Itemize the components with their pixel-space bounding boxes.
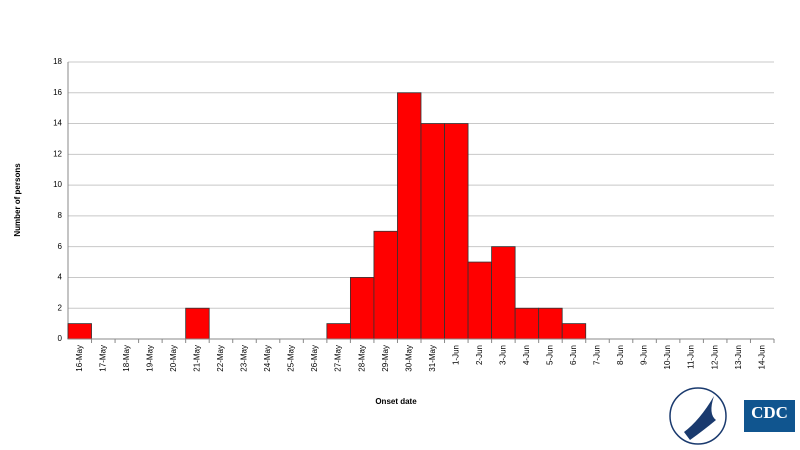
- y-tick-label: 2: [58, 303, 63, 312]
- x-tick-label: 26-May: [310, 345, 319, 372]
- x-tick-label: 22-May: [216, 345, 225, 372]
- x-tick-label: 30-May: [404, 345, 413, 372]
- x-tick-label: 21-May: [193, 345, 202, 372]
- y-tick-label: 10: [53, 180, 62, 189]
- x-tick-label: 2-Jun: [475, 345, 484, 365]
- x-tick-label: 1-Jun: [451, 345, 460, 365]
- bar: [514, 307, 540, 340]
- bar: [349, 277, 375, 340]
- x-tick-label: 20-May: [169, 345, 178, 372]
- y-tick-label: 16: [53, 88, 62, 97]
- x-tick-label: 4-Jun: [522, 345, 531, 365]
- bar: [397, 92, 422, 340]
- y-tick-label: 0: [58, 334, 63, 343]
- x-tick-label: 23-May: [240, 345, 249, 372]
- x-tick-label: 5-Jun: [546, 345, 555, 365]
- bar: [373, 230, 398, 340]
- bar: [420, 123, 445, 340]
- x-tick-label: 9-Jun: [640, 345, 649, 365]
- y-axis-label: Number of persons: [13, 163, 22, 237]
- y-tick-label: 6: [58, 242, 63, 251]
- y-tick-label: 4: [58, 273, 63, 282]
- bar: [67, 323, 92, 340]
- x-tick-label: 17-May: [98, 345, 107, 372]
- x-tick-label: 19-May: [145, 345, 154, 372]
- bar: [491, 246, 516, 340]
- x-tick-label: 27-May: [334, 345, 343, 372]
- cdc-logo: CDC: [744, 400, 795, 432]
- y-tick-label: 12: [53, 149, 62, 158]
- x-tick-label: 29-May: [381, 345, 390, 372]
- x-tick-label: 16-May: [75, 345, 84, 372]
- x-tick-label: 28-May: [357, 345, 366, 372]
- x-tick-label: 10-Jun: [663, 345, 672, 369]
- x-tick-label: 14-Jun: [757, 345, 766, 369]
- x-axis-label: Onset date: [375, 397, 417, 406]
- x-tick-label: 3-Jun: [498, 345, 507, 365]
- bar: [561, 323, 587, 340]
- y-tick-label: 18: [53, 57, 62, 66]
- bar: [326, 323, 351, 340]
- bar: [185, 307, 210, 340]
- x-tick-label: 12-Jun: [710, 345, 719, 369]
- x-tick-label: 31-May: [428, 345, 437, 372]
- y-tick-label: 8: [58, 211, 63, 220]
- y-tick-label: 14: [53, 119, 62, 128]
- x-tick-label: 7-Jun: [593, 345, 602, 365]
- x-tick-label: 18-May: [122, 345, 131, 372]
- hhs-logo: [669, 387, 727, 445]
- bar: [538, 307, 563, 340]
- x-tick-label: 11-Jun: [687, 345, 696, 369]
- x-tick-label: 13-Jun: [734, 345, 743, 369]
- cdc-logo-text: CDC: [751, 403, 788, 422]
- x-tick-label: 25-May: [287, 345, 296, 372]
- x-tick-label: 24-May: [263, 345, 272, 372]
- x-tick-label: 6-Jun: [569, 345, 578, 365]
- bar: [444, 123, 469, 340]
- x-tick-label: 8-Jun: [616, 345, 625, 365]
- bar: [467, 261, 493, 340]
